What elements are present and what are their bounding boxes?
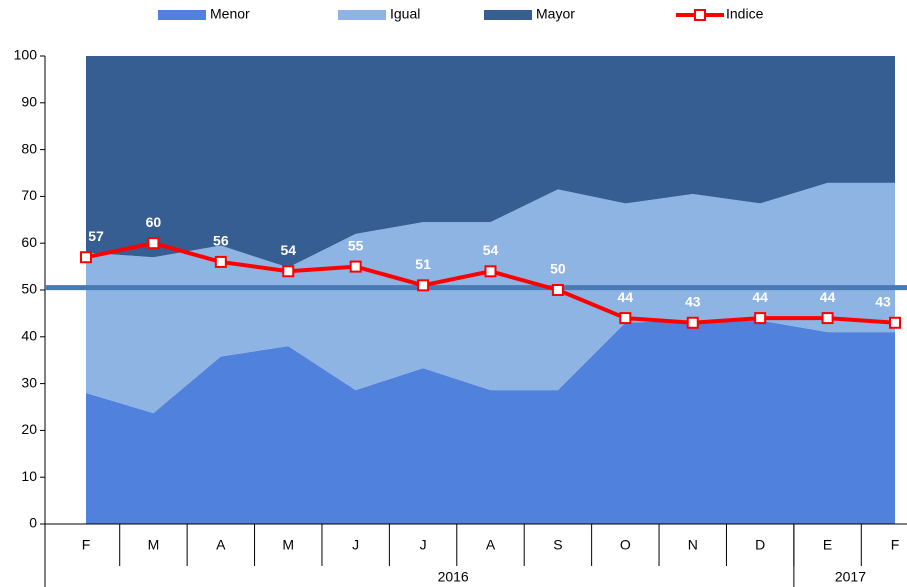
legend-label: Mayor [536, 6, 575, 22]
legend-swatch [694, 9, 706, 21]
y-tick-label: 90 [21, 94, 37, 110]
x-tick-label: O [620, 537, 631, 553]
y-tick-label: 50 [21, 281, 37, 297]
y-tick-label: 30 [21, 374, 37, 390]
marker [417, 279, 430, 292]
marker [80, 251, 92, 264]
marker [484, 265, 497, 278]
y-tick-label: 70 [21, 187, 37, 203]
marker [349, 260, 362, 273]
value-label: 56 [213, 233, 229, 249]
x-tick-label: S [553, 537, 562, 553]
x-tick-label: F [82, 537, 91, 553]
legend-label: Menor [210, 6, 250, 22]
marker [754, 312, 767, 325]
x-tick-label: J [352, 537, 359, 553]
x-tick-label: A [216, 537, 226, 553]
y-tick-label: 20 [21, 421, 37, 437]
marker [214, 255, 227, 268]
marker [282, 265, 295, 278]
value-label: 57 [88, 228, 104, 244]
y-tick-label: 100 [14, 47, 38, 63]
x-tick-label: M [282, 537, 294, 553]
value-label: 50 [550, 261, 566, 277]
legend-swatch [338, 10, 386, 20]
x-tick-label: N [688, 537, 698, 553]
value-label: 44 [820, 289, 836, 305]
legend-swatch [484, 10, 532, 20]
y-tick-label: 0 [29, 515, 37, 531]
marker [551, 284, 564, 296]
x-tick-label: M [148, 537, 160, 553]
legend-label: Indice [726, 6, 764, 22]
x-tick-label: A [486, 537, 496, 553]
x-tick-label: E [823, 537, 832, 553]
legend-swatch [158, 10, 206, 20]
value-label: 44 [618, 289, 634, 305]
y-tick-label: 40 [21, 328, 37, 344]
y-tick-label: 10 [21, 468, 37, 484]
area [86, 320, 895, 524]
marker [619, 312, 632, 325]
area [86, 56, 895, 268]
value-label: 44 [752, 289, 768, 305]
value-label: 54 [280, 242, 296, 258]
x-tick-label: J [420, 537, 427, 553]
area [86, 182, 895, 414]
group-label: 2016 [438, 569, 469, 585]
x-tick-label: F [891, 537, 900, 553]
value-label: 43 [685, 293, 701, 309]
value-label: 55 [348, 237, 364, 253]
x-tick-label: D [755, 537, 765, 553]
marker [889, 316, 901, 329]
marker [686, 316, 699, 329]
y-tick-label: 80 [21, 140, 37, 156]
value-label: 60 [146, 214, 162, 230]
y-tick-label: 60 [21, 234, 37, 250]
legend-label: Igual [390, 6, 420, 22]
value-label: 43 [875, 293, 891, 309]
marker [147, 237, 160, 250]
group-label: 2017 [835, 569, 866, 585]
value-label: 51 [415, 256, 431, 272]
marker [821, 312, 834, 325]
value-label: 54 [483, 242, 499, 258]
